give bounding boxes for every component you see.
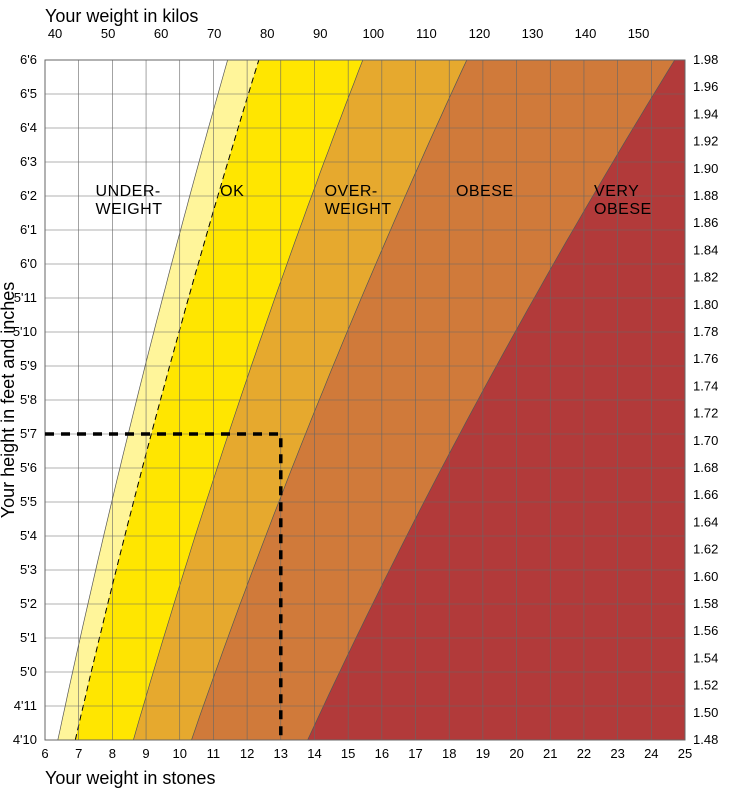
- tick-left-5'7: 5'7: [20, 426, 37, 441]
- tick-right-1.94: 1.94: [693, 106, 718, 121]
- tick-left-6'1: 6'1: [20, 222, 37, 237]
- tick-right-1.9: 1.90: [693, 161, 718, 176]
- tick-left-6'0: 6'0: [20, 256, 37, 271]
- tick-left-4'10: 4'10: [13, 732, 37, 747]
- tick-bottom-24: 24: [644, 746, 658, 761]
- tick-bottom-12: 12: [240, 746, 254, 761]
- tick-right-1.62: 1.62: [693, 542, 718, 557]
- tick-top-60: 60: [154, 26, 168, 41]
- grid: [45, 60, 685, 740]
- axis-title-bottom: Your weight in stones: [45, 768, 215, 788]
- tick-bottom-16: 16: [375, 746, 389, 761]
- tick-bottom-17: 17: [408, 746, 422, 761]
- tick-left-5'1: 5'1: [20, 630, 37, 645]
- label-ok: OK: [220, 183, 244, 200]
- tick-bottom-11: 11: [207, 746, 221, 761]
- tick-bottom-13: 13: [274, 746, 288, 761]
- tick-top-100: 100: [362, 26, 384, 41]
- tick-left-5'6: 5'6: [20, 460, 37, 475]
- tick-left-5'5: 5'5: [20, 494, 37, 509]
- tick-bottom-7: 7: [75, 746, 82, 761]
- tick-bottom-14: 14: [307, 746, 321, 761]
- tick-left-5'4: 5'4: [20, 528, 37, 543]
- tick-top-150: 150: [628, 26, 650, 41]
- tick-right-1.52: 1.52: [693, 678, 718, 693]
- tick-left-5'0: 5'0: [20, 664, 37, 679]
- tick-bottom-10: 10: [173, 746, 187, 761]
- tick-top-40: 40: [48, 26, 62, 41]
- tick-top-80: 80: [260, 26, 274, 41]
- tick-right-1.72: 1.72: [693, 406, 718, 421]
- tick-bottom-15: 15: [341, 746, 355, 761]
- tick-right-1.8: 1.80: [693, 297, 718, 312]
- tick-right-1.82: 1.82: [693, 270, 718, 285]
- tick-bottom-6: 6: [41, 746, 48, 761]
- tick-top-50: 50: [101, 26, 115, 41]
- tick-top-140: 140: [575, 26, 597, 41]
- tick-top-130: 130: [522, 26, 544, 41]
- tick-bottom-25: 25: [678, 746, 692, 761]
- axis-title-left: Your height in feet and inches: [0, 282, 18, 519]
- tick-right-1.5: 1.50: [693, 705, 718, 720]
- tick-right-1.68: 1.68: [693, 460, 718, 475]
- tick-left-6'3: 6'3: [20, 154, 37, 169]
- tick-right-1.48: 1.48: [693, 732, 718, 747]
- tick-left-5'2: 5'2: [20, 596, 37, 611]
- tick-right-1.88: 1.88: [693, 188, 718, 203]
- label-obese: OBESE: [456, 183, 514, 200]
- tick-left-5'8: 5'8: [20, 392, 37, 407]
- tick-right-1.84: 1.84: [693, 242, 718, 257]
- tick-right-1.98: 1.98: [693, 52, 718, 67]
- tick-right-1.54: 1.54: [693, 650, 718, 665]
- tick-top-110: 110: [416, 26, 437, 41]
- tick-bottom-23: 23: [610, 746, 624, 761]
- tick-bottom-21: 21: [543, 746, 557, 761]
- tick-right-1.66: 1.66: [693, 487, 718, 502]
- tick-right-1.74: 1.74: [693, 378, 718, 393]
- tick-bottom-20: 20: [509, 746, 523, 761]
- tick-right-1.56: 1.56: [693, 623, 718, 638]
- tick-left-5'3: 5'3: [20, 562, 37, 577]
- tick-right-1.6: 1.60: [693, 569, 718, 584]
- tick-left-5'9: 5'9: [20, 358, 37, 373]
- tick-right-1.78: 1.78: [693, 324, 718, 339]
- tick-bottom-9: 9: [142, 746, 149, 761]
- tick-left-6'5: 6'5: [20, 86, 37, 101]
- tick-top-120: 120: [469, 26, 491, 41]
- tick-right-1.64: 1.64: [693, 514, 718, 529]
- tick-bottom-19: 19: [476, 746, 490, 761]
- tick-top-70: 70: [207, 26, 221, 41]
- tick-right-1.96: 1.96: [693, 79, 718, 94]
- tick-left-6'6: 6'6: [20, 52, 37, 67]
- bmi-chart: UNDER-WEIGHTOKOVER-WEIGHTOBESEVERYOBESE4…: [0, 0, 735, 800]
- tick-left-6'4: 6'4: [20, 120, 37, 135]
- tick-left-4'11: 4'11: [14, 698, 37, 713]
- tick-left-6'2: 6'2: [20, 188, 37, 203]
- tick-bottom-22: 22: [577, 746, 591, 761]
- axis-title-top: Your weight in kilos: [45, 6, 198, 26]
- tick-right-1.76: 1.76: [693, 351, 718, 366]
- tick-right-1.58: 1.58: [693, 596, 718, 611]
- chart-svg: UNDER-WEIGHTOKOVER-WEIGHTOBESEVERYOBESE4…: [0, 0, 735, 800]
- tick-top-90: 90: [313, 26, 327, 41]
- tick-right-1.92: 1.92: [693, 134, 718, 149]
- tick-right-1.7: 1.70: [693, 433, 718, 448]
- tick-bottom-18: 18: [442, 746, 456, 761]
- tick-bottom-8: 8: [109, 746, 116, 761]
- label-underweight: UNDER-WEIGHT: [96, 183, 163, 218]
- tick-right-1.86: 1.86: [693, 215, 718, 230]
